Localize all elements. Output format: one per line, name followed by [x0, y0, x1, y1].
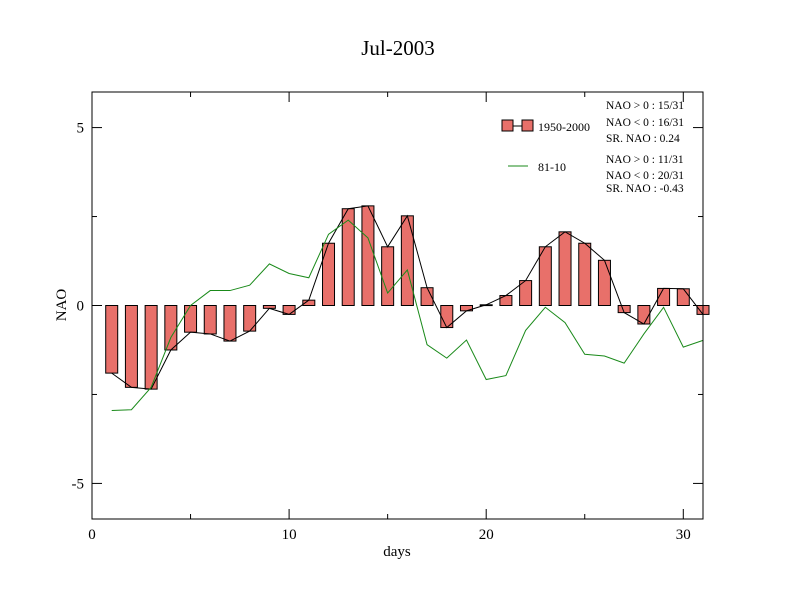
stats-2-line-2: NAO < 0 : 20/31: [606, 170, 684, 182]
bar-day-15: [381, 246, 395, 307]
legend-item-1950-2000: 1950-2000: [501, 119, 590, 134]
stats-block-1950-2000: NAO > 0 : 15/31 NAO < 0 : 16/31 SR. NAO …: [606, 100, 684, 145]
bar-day-30: [676, 288, 690, 307]
bar-day-6: [203, 305, 217, 335]
bar-day-1: [105, 305, 119, 374]
bar-day-23: [538, 246, 552, 307]
stats-2-line-1: NAO > 0 : 11/31: [606, 154, 684, 166]
legend-label-1950-2000: 1950-2000: [538, 120, 590, 134]
legend-swatch-bars: [501, 119, 514, 132]
stats-block-81-10: NAO > 0 : 11/31 NAO < 0 : 20/31 SR. NAO …: [606, 154, 684, 195]
legend-swatch-bars-2: [521, 119, 534, 132]
y-tick-label: -5: [72, 476, 85, 492]
x-tick-label: 10: [282, 527, 297, 543]
x-axis-label: days: [383, 544, 411, 560]
stats-2-line-3: SR. NAO : -0.43: [606, 183, 684, 195]
x-tick-label: 30: [676, 527, 691, 543]
chart-title: Jul-2003: [361, 36, 435, 60]
y-tick-label: 0: [77, 299, 85, 315]
legend-label-81-10: 81-10: [538, 160, 566, 174]
bar-day-4: [164, 305, 178, 351]
lines-layer: [111, 205, 704, 411]
x-tick-label: 20: [479, 527, 494, 543]
legend-item-81-10: 81-10: [508, 160, 566, 174]
stats-1-line-2: NAO < 0 : 16/31: [606, 117, 684, 129]
bar-day-24: [558, 231, 572, 306]
bar-day-8: [243, 305, 257, 332]
y-tick-label: 5: [77, 121, 85, 137]
series-81-10-line: [111, 219, 704, 411]
legend: 1950-2000 81-10: [501, 119, 590, 174]
x-tick-label: 0: [88, 527, 96, 543]
bar-day-5: [184, 305, 198, 333]
bar-day-26: [597, 259, 611, 307]
stats-1-line-3: SR. NAO : 0.24: [606, 133, 680, 145]
stats-1-line-1: NAO > 0 : 15/31: [606, 100, 684, 112]
bar-day-25: [578, 242, 592, 307]
bar-day-7: [223, 305, 237, 342]
axes-layer: 0 10 20 30 -5 0 5: [72, 92, 703, 543]
bars-layer: [105, 205, 710, 390]
bar-day-2: [124, 305, 138, 388]
series-1950-2000-line: [111, 205, 704, 390]
bar-day-12: [322, 242, 336, 307]
bar-day-14: [361, 205, 375, 306]
y-axis-label: NAO: [54, 289, 70, 322]
